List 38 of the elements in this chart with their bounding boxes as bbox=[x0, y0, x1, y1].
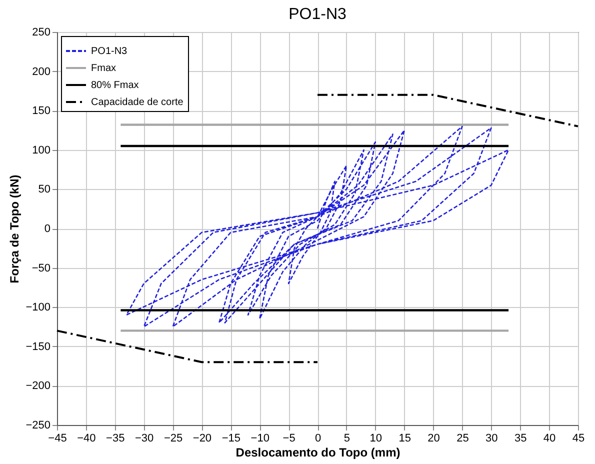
x-tick-label: −20 bbox=[192, 432, 212, 444]
y-tick-label: −50 bbox=[32, 262, 50, 274]
y-tick-label: 200 bbox=[32, 66, 50, 78]
x-tick-label: 25 bbox=[456, 432, 469, 444]
y-tick-label: 0 bbox=[44, 223, 50, 235]
x-tick-label: 15 bbox=[398, 432, 411, 444]
x-tick-label: −5 bbox=[282, 432, 296, 444]
x-tick-label: −15 bbox=[222, 432, 241, 444]
chart-title: PO1-N3 bbox=[288, 6, 346, 23]
y-tick-label: 100 bbox=[32, 144, 50, 156]
x-tick-label: −30 bbox=[134, 432, 154, 444]
legend-label: 80% Fmax bbox=[91, 80, 139, 91]
y-tick-label: −150 bbox=[26, 340, 50, 353]
x-axis-title: Deslocamento do Topo (mm) bbox=[236, 446, 400, 460]
legend-label: PO1-N3 bbox=[91, 46, 128, 57]
y-tick-label: −100 bbox=[26, 302, 50, 314]
y-tick-label: 150 bbox=[32, 105, 50, 118]
x-tick-label: 5 bbox=[344, 432, 350, 444]
y-tick-label: −200 bbox=[26, 380, 50, 392]
legend-label: Fmax bbox=[91, 63, 116, 74]
x-tick-label: −35 bbox=[106, 432, 125, 444]
y-tick-label: −250 bbox=[26, 420, 50, 432]
x-tick-label: −45 bbox=[48, 432, 67, 444]
x-tick-label: 40 bbox=[543, 432, 556, 444]
x-tick-label: 45 bbox=[572, 432, 585, 444]
y-axis-title: Força de Topo (kN) bbox=[8, 174, 22, 284]
y-tick-label: 50 bbox=[38, 184, 50, 196]
x-tick-label: 10 bbox=[370, 432, 382, 444]
y-tick-label: 250 bbox=[32, 26, 50, 38]
x-tick-label: 35 bbox=[514, 432, 527, 444]
x-tick-label: 30 bbox=[486, 432, 498, 444]
line-series bbox=[126, 126, 510, 328]
x-tick-label: −10 bbox=[250, 432, 270, 444]
legend-label: Capacidade de corte bbox=[91, 97, 184, 108]
x-tick-label: 20 bbox=[428, 432, 440, 444]
x-tick-label: −40 bbox=[77, 432, 96, 444]
x-tick-label: 0 bbox=[314, 432, 322, 444]
x-tick-label: −25 bbox=[164, 432, 183, 444]
